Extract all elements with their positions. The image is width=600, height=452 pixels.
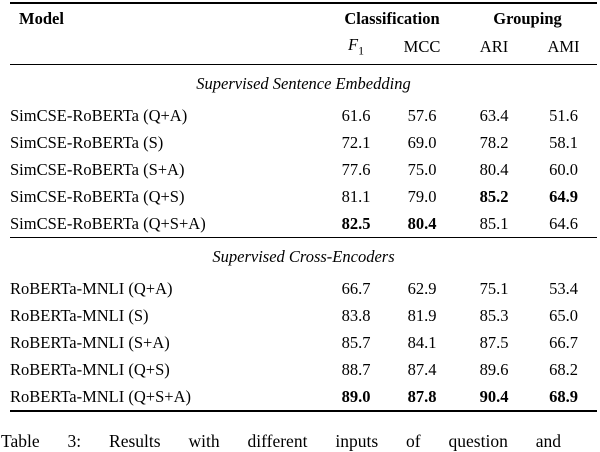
value-cell: 89.6	[479, 359, 509, 379]
value-cell: 61.6	[341, 105, 371, 125]
value-cell: 79.0	[407, 186, 437, 206]
section-title: Supervised Sentence Embedding	[196, 73, 411, 93]
value-cell: 75.0	[407, 159, 437, 179]
value-cell: 80.4	[479, 159, 509, 179]
value-cell: 69.0	[407, 132, 437, 152]
value-cell: 85.3	[479, 305, 509, 325]
value-cell: 66.7	[549, 332, 578, 352]
value-cell: 64.6	[549, 213, 578, 233]
value-cell: 75.1	[479, 278, 509, 298]
value-cell: 60.0	[549, 159, 578, 179]
table-header: Model Classification Grouping F1 MCC ARI…	[10, 3, 598, 65]
model-cell: RoBERTa-MNLI (Q+S)	[10, 359, 170, 379]
model-cell: SimCSE-RoBERTa (S+A)	[10, 159, 185, 179]
value-cell: 84.1	[407, 332, 437, 352]
table-row: SimCSE-RoBERTa (S+A) 77.6 75.0 80.4 60.0	[10, 156, 597, 183]
table-row: RoBERTa-MNLI (S) 83.8 81.9 85.3 65.0	[10, 302, 597, 329]
table-row: SimCSE-RoBERTa (Q+S+A) 82.5 80.4 85.1 64.6	[10, 210, 597, 238]
value-cell: 65.0	[549, 305, 578, 325]
value-cell: 64.9	[549, 186, 578, 206]
value-cell: 87.8	[407, 386, 437, 406]
value-cell: 68.2	[549, 359, 578, 379]
value-cell: 72.1	[341, 132, 371, 152]
value-cell: 57.6	[407, 105, 437, 125]
column-group-classification: Classification	[344, 9, 440, 28]
model-cell: SimCSE-RoBERTa (Q+S)	[10, 186, 185, 206]
section-title-row: Supervised Sentence Embedding	[10, 65, 597, 103]
value-cell: 77.6	[341, 159, 371, 179]
table-row: RoBERTa-MNLI (Q+S) 88.7 87.4 89.6 68.2	[10, 356, 597, 383]
value-cell: 87.5	[479, 332, 509, 352]
model-cell: RoBERTa-MNLI (S+A)	[10, 332, 170, 352]
model-cell: SimCSE-RoBERTa (Q+A)	[10, 105, 188, 125]
value-cell: 66.7	[341, 278, 371, 298]
section-title-row: Supervised Cross-Encoders	[10, 238, 597, 276]
section-title: Supervised Cross-Encoders	[212, 246, 395, 266]
column-header-mcc: MCC	[403, 37, 441, 56]
value-cell: 62.9	[407, 278, 437, 298]
value-cell: 51.6	[549, 105, 578, 125]
table-row: RoBERTa-MNLI (Q+S+A) 89.0 87.8 90.4 68.9	[10, 383, 597, 411]
model-cell: RoBERTa-MNLI (Q+A)	[10, 278, 173, 298]
value-cell: 90.4	[479, 386, 509, 406]
model-cell: RoBERTa-MNLI (Q+S+A)	[10, 386, 191, 406]
table-row: SimCSE-RoBERTa (Q+S) 81.1 79.0 85.2 64.9	[10, 183, 597, 210]
f1-subscript: 1	[358, 43, 365, 58]
value-cell: 85.7	[341, 332, 371, 352]
value-cell: 81.1	[341, 186, 371, 206]
value-cell: 89.0	[341, 386, 371, 406]
column-header-ari: ARI	[479, 37, 509, 56]
value-cell: 53.4	[549, 278, 578, 298]
results-table: Model Classification Grouping F1 MCC ARI…	[10, 2, 598, 412]
column-header-f1: F1	[326, 34, 386, 65]
table-row: SimCSE-RoBERTa (Q+A) 61.6 57.6 63.4 51.6	[10, 102, 597, 129]
section-cross-encoders: Supervised Cross-Encoders RoBERTa-MNLI (Q…	[10, 237, 598, 412]
table-caption: Table 3: Results with different inputs o…	[1, 431, 561, 451]
value-cell: 81.9	[407, 305, 437, 325]
value-cell: 63.4	[479, 105, 509, 125]
value-cell: 83.8	[341, 305, 371, 325]
table-row: RoBERTa-MNLI (Q+A) 66.7 62.9 75.1 53.4	[10, 275, 597, 302]
value-cell: 88.7	[341, 359, 371, 379]
value-cell: 87.4	[407, 359, 437, 379]
table-row: SimCSE-RoBERTa (S) 72.1 69.0 78.2 58.1	[10, 129, 597, 156]
model-cell: SimCSE-RoBERTa (Q+S+A)	[10, 213, 206, 233]
value-cell: 68.9	[549, 386, 578, 406]
column-group-grouping: Grouping	[493, 9, 562, 28]
section-sentence-embedding: Supervised Sentence Embedding SimCSE-RoBE…	[10, 65, 597, 238]
model-cell: SimCSE-RoBERTa (S)	[10, 132, 164, 152]
f1-symbol: F	[347, 35, 359, 55]
value-cell: 80.4	[407, 213, 437, 233]
table-row: RoBERTa-MNLI (S+A) 85.7 84.1 87.5 66.7	[10, 329, 597, 356]
model-cell: RoBERTa-MNLI (S)	[10, 305, 149, 325]
value-cell: 78.2	[479, 132, 509, 152]
value-cell: 85.2	[479, 186, 509, 206]
value-cell: 58.1	[549, 132, 578, 152]
column-header-ami: AMI	[547, 37, 580, 56]
column-header-model: Model	[19, 9, 64, 28]
value-cell: 85.1	[479, 213, 509, 233]
value-cell: 82.5	[341, 213, 371, 233]
